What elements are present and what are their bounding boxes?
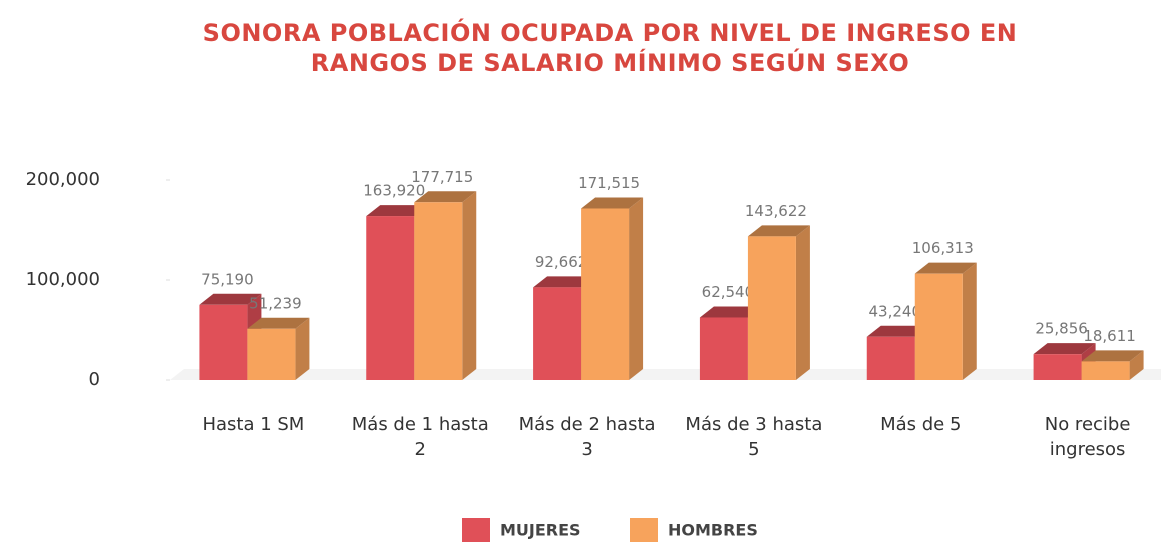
bar-side (462, 191, 477, 380)
floor (170, 369, 1161, 380)
value-label: 51,239 (249, 294, 302, 312)
bar-side (795, 225, 810, 380)
chart-title: SONORA POBLACIÓN OCUPADA POR NIVEL DE IN… (202, 19, 1018, 77)
bar-top (747, 225, 810, 237)
bar-top (199, 293, 262, 305)
bar-top (1033, 343, 1096, 355)
x-tick-label: No recibe ingresos (1044, 414, 1131, 460)
value-label: 177,715 (411, 168, 473, 186)
x-tick-label: Más de 3 hasta 5 (685, 414, 823, 460)
value-label: 75,190 (201, 270, 254, 288)
bar-top (1081, 350, 1144, 362)
bar (247, 328, 296, 380)
value-label: 106,313 (912, 239, 974, 257)
bar-side (1129, 350, 1144, 380)
value-label: 18,611 (1083, 327, 1136, 345)
y-tick-label: 100,000 (26, 269, 100, 290)
bar (199, 304, 248, 380)
value-label: 163,920 (363, 182, 425, 200)
value-label: 143,622 (745, 202, 807, 220)
bar-top (581, 197, 644, 209)
bar-side (962, 262, 977, 380)
bar (581, 208, 630, 380)
x-tick-label: Más de 5 (880, 414, 962, 435)
bar (699, 317, 748, 380)
bar (914, 273, 963, 380)
bar-top (533, 276, 596, 288)
value-label: 62,540 (702, 283, 755, 301)
bar (366, 216, 415, 380)
bar-side (295, 317, 310, 380)
bar (1081, 361, 1130, 380)
y-tick-label: 0 (89, 369, 100, 390)
x-tick-label: Hasta 1 SM (202, 414, 305, 435)
legend-swatch (630, 518, 658, 542)
bar (866, 336, 915, 380)
x-tick-label: Más de 1 hasta 2 (351, 414, 489, 460)
value-label: 171,515 (578, 174, 640, 192)
bar (414, 202, 463, 380)
value-label: 25,856 (1035, 320, 1088, 338)
bar-top (414, 191, 477, 203)
bar-top (247, 317, 310, 329)
value-label: 43,240 (869, 302, 922, 320)
bar-side (629, 197, 644, 380)
x-tick-label: Más de 2 hasta 3 (518, 414, 656, 460)
bar-top (366, 205, 429, 217)
bar-top (699, 306, 762, 318)
bar (747, 236, 796, 380)
bar-top (866, 325, 929, 337)
legend-label: HOMBRES (668, 521, 758, 540)
bar-top (914, 262, 977, 274)
bar (1033, 354, 1082, 380)
y-tick-label: 200,000 (26, 169, 100, 190)
legend-label: MUJERES (500, 521, 581, 540)
value-label: 92,662 (535, 253, 588, 271)
legend-swatch (462, 518, 490, 542)
bar (533, 287, 582, 380)
